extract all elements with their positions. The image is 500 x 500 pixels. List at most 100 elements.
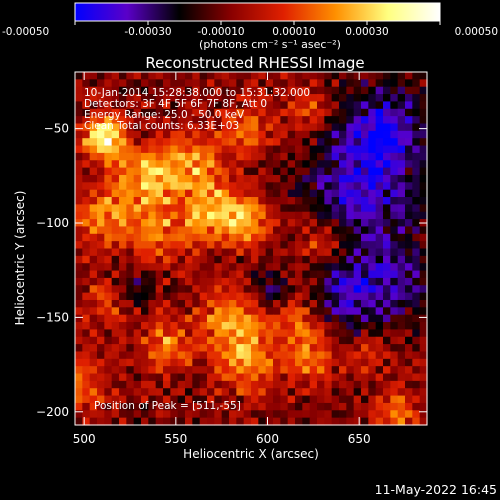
heatmap-cell bbox=[258, 152, 267, 161]
heatmap-cell bbox=[280, 152, 289, 161]
heatmap-cell bbox=[419, 292, 428, 301]
heatmap-cell bbox=[287, 307, 296, 316]
heatmap-cell bbox=[383, 292, 391, 301]
heatmap-cell bbox=[75, 145, 83, 154]
heatmap-cell bbox=[251, 292, 259, 301]
heatmap-cell bbox=[353, 219, 362, 228]
heatmap-cell bbox=[133, 182, 142, 191]
heatmap-cell bbox=[141, 299, 149, 308]
heatmap-cell bbox=[375, 197, 384, 205]
heatmap-cell bbox=[331, 94, 340, 103]
heatmap-cell bbox=[251, 101, 259, 110]
heatmap-cell bbox=[133, 138, 142, 147]
heatmap-cell bbox=[361, 277, 369, 286]
heatmap-cell bbox=[353, 388, 362, 397]
heatmap-cell bbox=[383, 410, 391, 419]
heatmap-cell bbox=[243, 219, 252, 228]
heatmap-cell bbox=[82, 358, 91, 367]
heatmap-cell bbox=[199, 292, 208, 301]
heatmap-cell bbox=[339, 358, 347, 367]
heatmap-cell bbox=[302, 388, 311, 397]
heatmap-cell bbox=[346, 94, 355, 103]
heatmap-cell bbox=[170, 174, 179, 183]
heatmap-cell bbox=[258, 101, 267, 110]
heatmap-cell bbox=[243, 299, 252, 308]
heatmap-cell bbox=[148, 299, 157, 308]
heatmap-cell bbox=[287, 344, 296, 353]
heatmap-cell bbox=[309, 336, 318, 345]
heatmap-cell bbox=[236, 101, 245, 110]
heatmap-cell bbox=[236, 241, 245, 250]
heatmap-cell bbox=[126, 86, 135, 95]
heatmap-cell bbox=[302, 380, 311, 389]
heatmap-cell bbox=[273, 219, 281, 228]
heatmap-cell bbox=[177, 358, 186, 367]
heatmap-cell bbox=[331, 204, 340, 213]
heatmap-cell bbox=[185, 344, 193, 353]
heatmap-cell bbox=[89, 417, 98, 426]
heatmap-cell bbox=[368, 145, 377, 154]
heatmap-cell bbox=[273, 344, 281, 353]
heatmap-cell bbox=[243, 94, 252, 103]
heatmap-cell bbox=[163, 211, 171, 220]
heatmap-cell bbox=[126, 189, 135, 198]
heatmap-cell bbox=[236, 204, 245, 213]
heatmap-cell bbox=[273, 358, 281, 367]
heatmap-cell bbox=[251, 322, 259, 330]
heatmap-cell bbox=[177, 417, 186, 426]
heatmap-cell bbox=[251, 182, 259, 191]
heatmap-cell bbox=[141, 123, 149, 132]
heatmap-cell bbox=[148, 226, 157, 235]
heatmap-cell bbox=[309, 314, 318, 323]
heatmap-cell bbox=[390, 101, 399, 110]
heatmap-cell bbox=[353, 116, 362, 125]
heatmap-cell bbox=[192, 233, 201, 242]
heatmap-cell bbox=[170, 285, 179, 294]
heatmap-cell bbox=[419, 270, 428, 279]
heatmap-cell bbox=[155, 402, 164, 411]
heatmap-cell bbox=[185, 336, 193, 345]
heatmap-cell bbox=[258, 410, 267, 419]
heatmap-cell bbox=[229, 182, 237, 191]
heatmap-cell bbox=[419, 314, 428, 323]
heatmap-cell bbox=[111, 167, 120, 176]
heatmap-cell bbox=[141, 116, 149, 125]
y-tick-label: −200 bbox=[36, 405, 69, 419]
heatmap-cell bbox=[258, 277, 267, 286]
heatmap-cell bbox=[229, 277, 237, 286]
heatmap-cell bbox=[119, 174, 127, 183]
heatmap-cell bbox=[177, 116, 186, 125]
heatmap-cell bbox=[221, 248, 230, 257]
heatmap-cell bbox=[170, 380, 179, 389]
heatmap-cell bbox=[199, 189, 208, 198]
heatmap-cell bbox=[207, 204, 215, 213]
heatmap-cell bbox=[185, 197, 193, 205]
heatmap-cell bbox=[141, 101, 149, 110]
heatmap-cell bbox=[170, 116, 179, 125]
heatmap-cell bbox=[265, 351, 274, 360]
heatmap-cell bbox=[97, 410, 105, 419]
heatmap-cell bbox=[75, 189, 83, 198]
heatmap-cell bbox=[331, 336, 340, 345]
heatmap-cell bbox=[419, 373, 428, 382]
heatmap-cell bbox=[119, 395, 127, 404]
heatmap-cell bbox=[97, 79, 105, 88]
heatmap-cell bbox=[258, 380, 267, 389]
heatmap-cell bbox=[273, 366, 281, 375]
heatmap-cell bbox=[221, 417, 230, 426]
heatmap-cell bbox=[280, 248, 289, 257]
heatmap-cell bbox=[163, 174, 171, 183]
heatmap-cell bbox=[405, 182, 413, 191]
heatmap-cell bbox=[104, 299, 113, 308]
heatmap-cell bbox=[148, 336, 157, 345]
heatmap-cell bbox=[302, 314, 311, 323]
heatmap-cell bbox=[251, 285, 259, 294]
heatmap-cell bbox=[302, 292, 311, 301]
heatmap-cell bbox=[339, 395, 347, 404]
heatmap-cell bbox=[324, 248, 333, 257]
heatmap-cell bbox=[412, 138, 421, 147]
heatmap-cell bbox=[251, 351, 259, 360]
heatmap-cell bbox=[104, 138, 113, 147]
heatmap-cell bbox=[221, 72, 230, 80]
heatmap-cell bbox=[104, 270, 113, 279]
